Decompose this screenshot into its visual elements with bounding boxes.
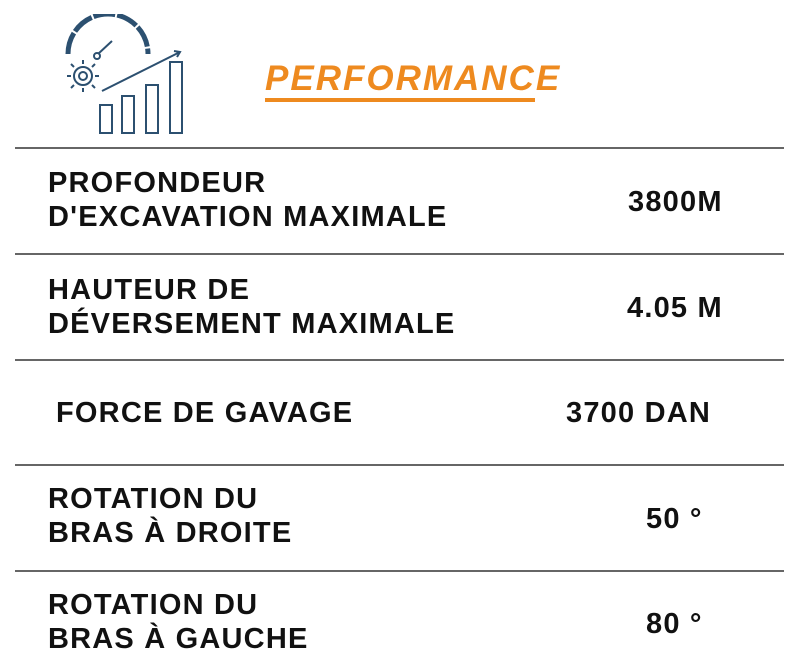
row-label-max-excavation-depth: PROFONDEUR D'EXCAVATION MAXIMALE [48, 166, 447, 234]
label-line: PROFONDEUR [48, 167, 267, 199]
row-label-max-dump-height: HAUTEUR DE DÉVERSEMENT MAXIMALE [48, 273, 455, 341]
divider [15, 359, 784, 361]
divider [15, 253, 784, 255]
title-underline [265, 98, 535, 102]
performance-gauge-chart-icon [65, 14, 183, 134]
row-label-boom-rotation-right: ROTATION DU BRAS À DROITE [48, 482, 292, 550]
label-line: HAUTEUR DE [48, 274, 251, 306]
page-title: PERFORMANCE [265, 59, 562, 98]
label-line: DÉVERSEMENT MAXIMALE [48, 308, 456, 340]
label-line: D'EXCAVATION MAXIMALE [48, 201, 448, 233]
label-line: BRAS À GAUCHE [48, 623, 309, 655]
label-line: ROTATION DU [48, 483, 259, 515]
divider [15, 464, 784, 466]
row-value-digging-force: 3700 DAN [566, 397, 711, 429]
label-line: ROTATION DU [48, 589, 259, 621]
row-value-max-excavation-depth: 3800M [628, 186, 723, 218]
divider [15, 570, 784, 572]
row-value-boom-rotation-right: 50 ° [646, 503, 703, 535]
label-line: BRAS À DROITE [48, 517, 293, 549]
row-value-max-dump-height: 4.05 M [627, 292, 723, 324]
row-label-digging-force: FORCE DE GAVAGE [56, 397, 354, 429]
row-label-boom-rotation-left: ROTATION DU BRAS À GAUCHE [48, 588, 309, 656]
divider [15, 147, 784, 149]
row-value-boom-rotation-left: 80 ° [646, 608, 703, 640]
